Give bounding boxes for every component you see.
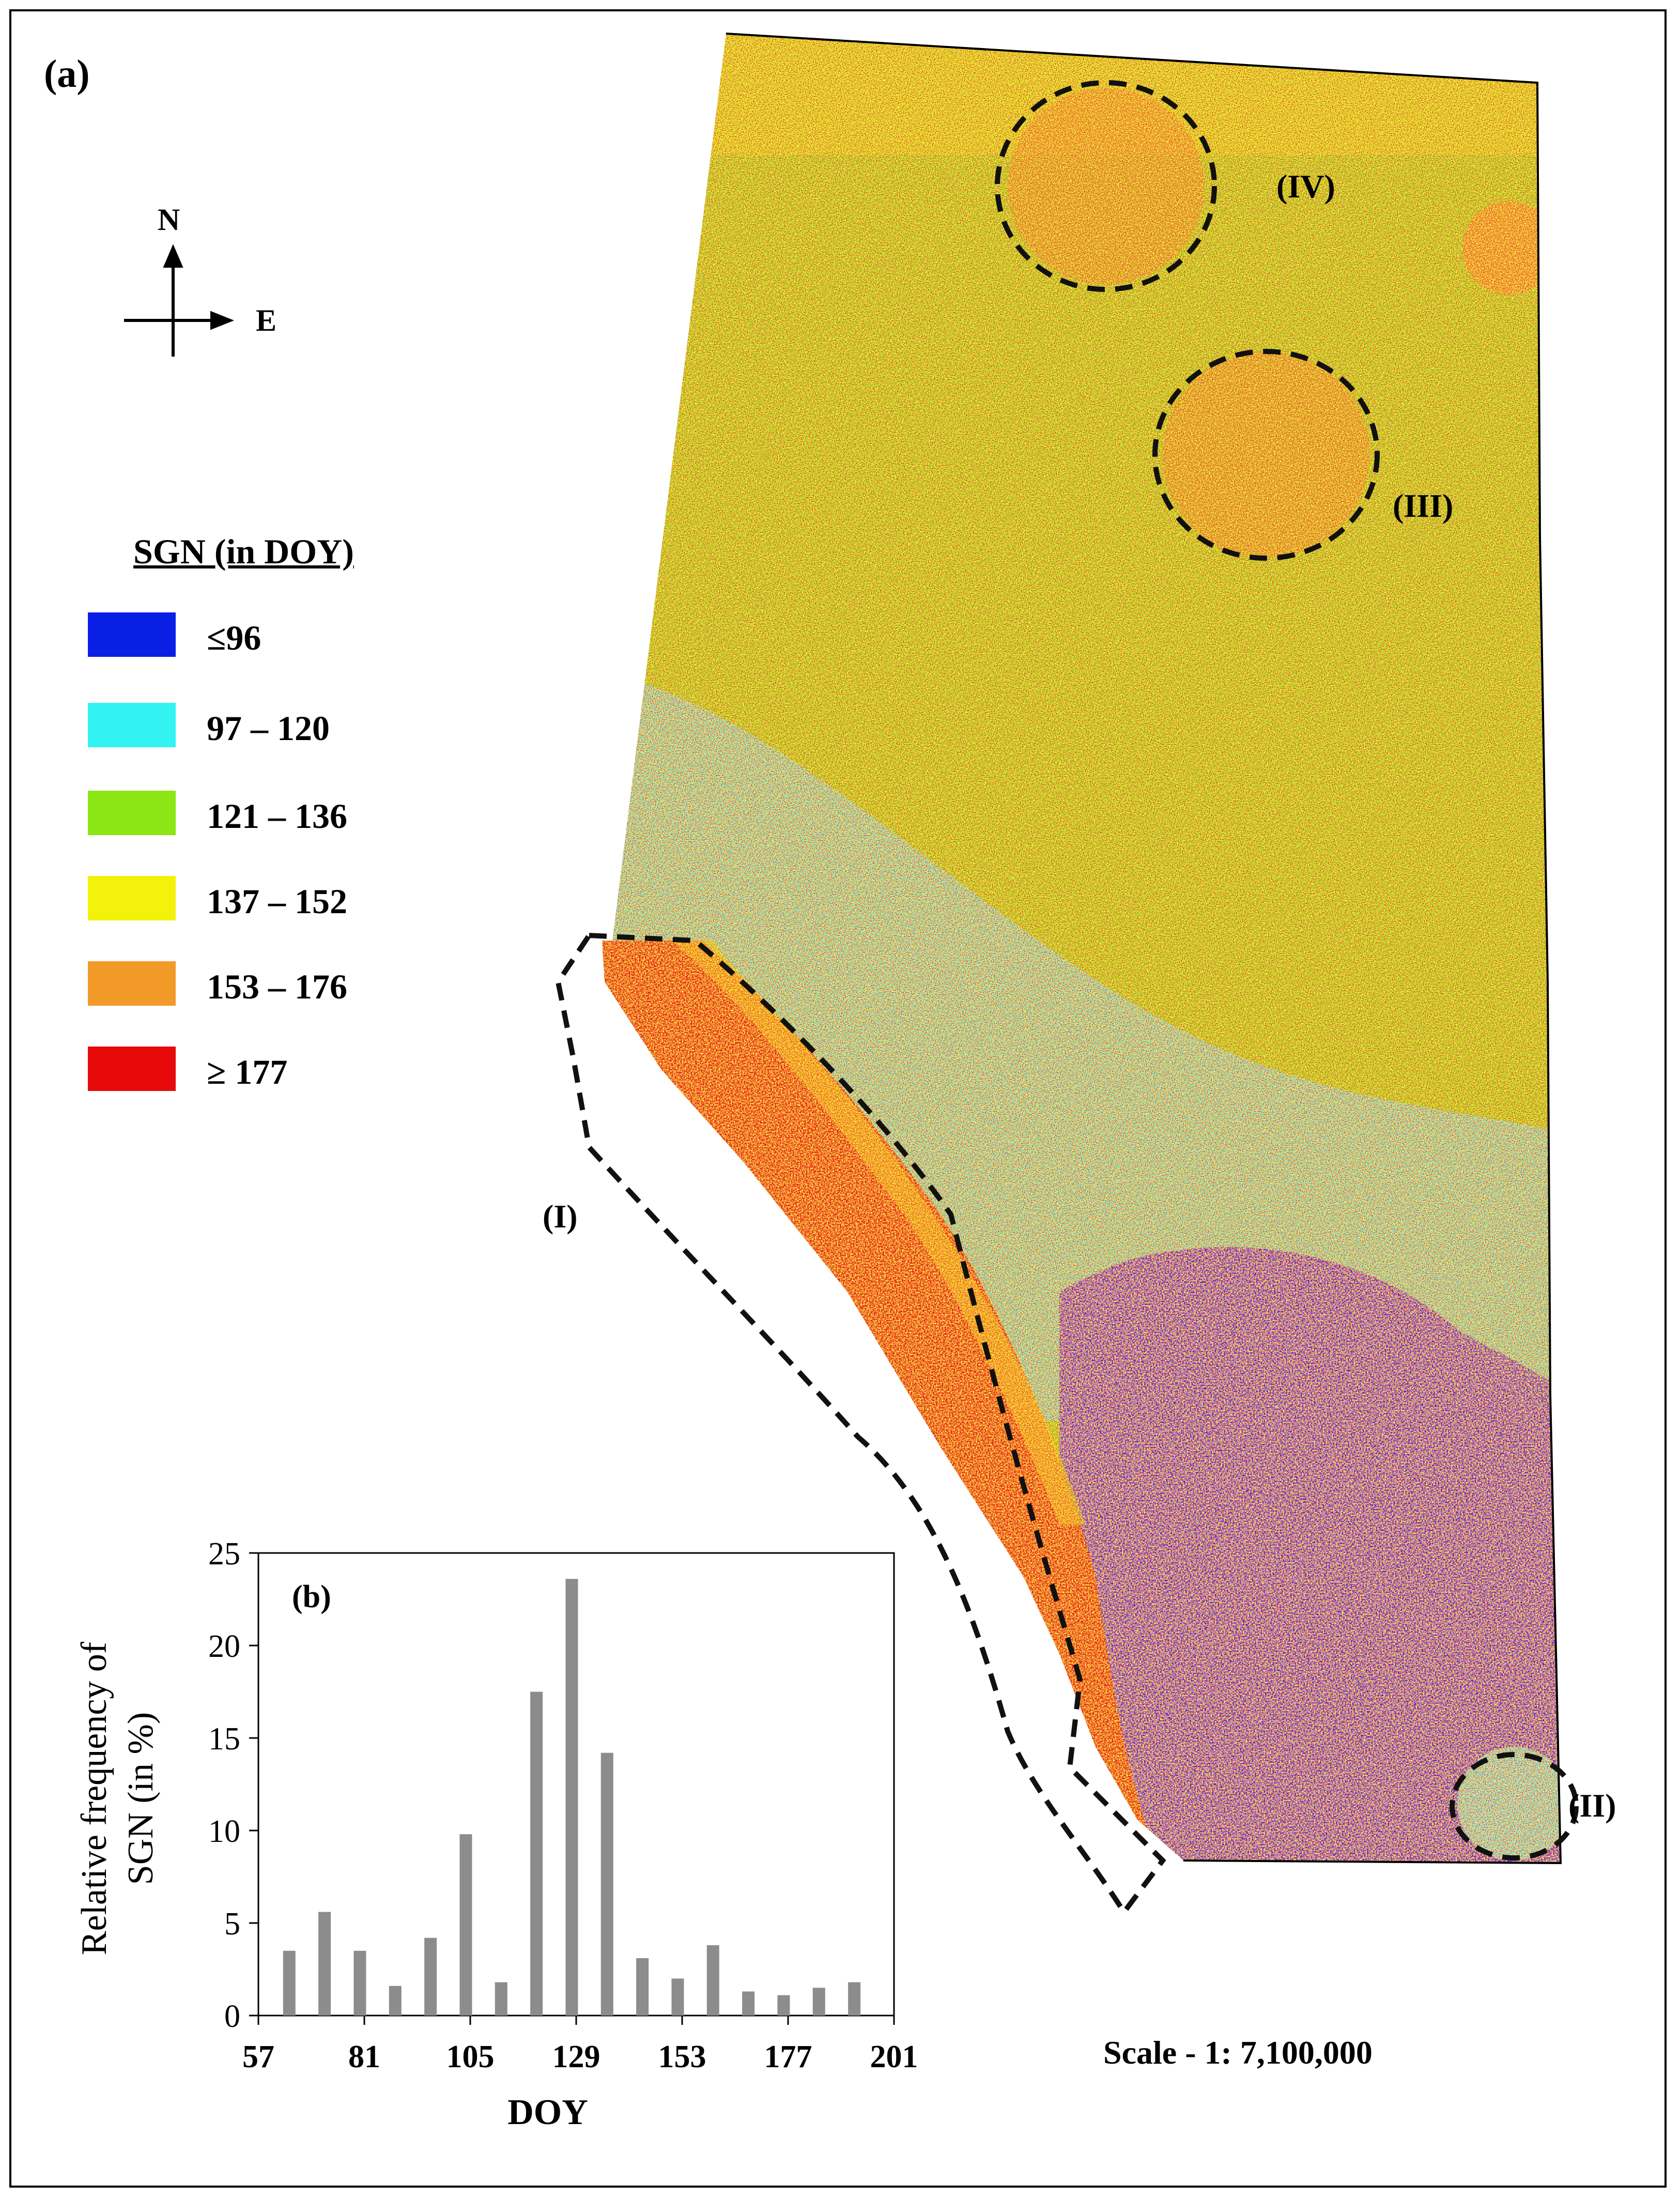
x-tick-label: 129 [552, 2039, 600, 2074]
legend-label: 97 – 120 [207, 709, 330, 748]
histogram-bar [389, 1986, 402, 2016]
histogram-bar [459, 1834, 472, 2016]
region-iv-outline [995, 80, 1217, 292]
legend-item: 97 – 120 [88, 703, 450, 748]
legend-swatch [88, 1047, 176, 1091]
chart-y-axis-label-line1: Relative frequency of [74, 1641, 114, 1955]
legend-item: ≤96 [88, 612, 450, 657]
legend-swatch [88, 961, 176, 1006]
legend-swatch [88, 791, 176, 835]
histogram-bar [848, 1982, 861, 2016]
histogram-bar [530, 1691, 543, 2016]
compass [124, 244, 235, 357]
legend-label: 153 – 176 [207, 967, 347, 1006]
chart-bars [283, 1579, 861, 2016]
chart-panel-label: (b) [292, 1579, 331, 1614]
histogram-bar [283, 1950, 296, 2016]
legend-label: 121 – 136 [207, 796, 347, 836]
y-tick-label: 25 [208, 1536, 240, 1572]
x-tick-label: 177 [764, 2039, 812, 2074]
chart-axes: 0 5 10 15 20 25 57 81 105 129 153 177 201 [208, 1536, 918, 2074]
chart-x-axis-label: DOY [507, 2093, 588, 2132]
region-i-label: (I) [543, 1198, 578, 1235]
map-scale: Scale - 1: 7,100,000 [1103, 2034, 1373, 2071]
region-iii-outline [1152, 349, 1380, 561]
legend-swatch [88, 612, 176, 657]
x-tick-label: 81 [348, 2039, 380, 2074]
compass-east-label: E [256, 303, 277, 337]
region-ii-outline [1450, 1752, 1579, 1860]
province-boundary [726, 33, 1562, 1865]
histogram-bar [636, 1958, 649, 2016]
x-tick-label: 153 [658, 2039, 706, 2074]
histogram-bar [706, 1945, 719, 2016]
legend-swatch [88, 876, 176, 920]
legend-label: ≤96 [207, 618, 261, 657]
y-tick-label: 20 [208, 1629, 240, 1664]
legend-item: 121 – 136 [88, 791, 450, 836]
histogram-bar [671, 1978, 684, 2016]
chart-y-axis-label-line2: SGN (in %) [121, 1712, 161, 1885]
region-iii-label: (III) [1393, 487, 1453, 524]
legend-item: 137 – 152 [88, 876, 450, 921]
region-i-outline [555, 932, 1166, 1917]
histogram-bar [424, 1937, 437, 2016]
histogram-bar [777, 1995, 790, 2016]
legend-label: 137 – 152 [207, 882, 347, 921]
histogram-bar [812, 1988, 825, 2016]
x-tick-label: 57 [242, 2039, 274, 2074]
y-tick-label: 10 [208, 1814, 240, 1849]
x-tick-label: 105 [446, 2039, 495, 2074]
histogram-bar [565, 1579, 578, 2016]
region-ii-label: (II) [1568, 1787, 1616, 1824]
legend-title: SGN (in DOY) [133, 532, 354, 571]
region-iv-label: (IV) [1276, 168, 1335, 205]
y-tick-label: 15 [208, 1721, 240, 1757]
legend-label: ≥ 177 [207, 1052, 288, 1091]
histogram-chart: 0 5 10 15 20 25 57 81 105 129 153 177 201 (b) DOY Re… [74, 1536, 918, 2132]
histogram-bar [353, 1950, 366, 2016]
legend-item: ≥ 177 [88, 1047, 450, 1091]
histogram-bar [495, 1982, 507, 2016]
compass-north-label: N [158, 203, 180, 237]
histogram-bar [600, 1752, 613, 2016]
y-tick-label: 0 [224, 1999, 240, 2034]
panel-a-label: (a) [44, 52, 90, 96]
legend-swatch [88, 703, 176, 747]
histogram-bar [318, 1912, 331, 2016]
y-tick-label: 5 [224, 1906, 240, 1942]
x-tick-label: 201 [870, 2039, 918, 2074]
histogram-bar [742, 1991, 755, 2016]
figure-frame [9, 9, 1667, 2188]
legend-item: 153 – 176 [88, 961, 450, 1006]
